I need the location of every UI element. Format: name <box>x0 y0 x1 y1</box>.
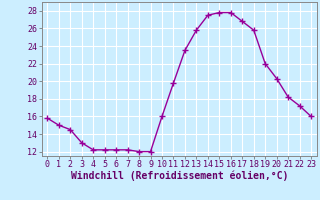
X-axis label: Windchill (Refroidissement éolien,°C): Windchill (Refroidissement éolien,°C) <box>70 171 288 181</box>
